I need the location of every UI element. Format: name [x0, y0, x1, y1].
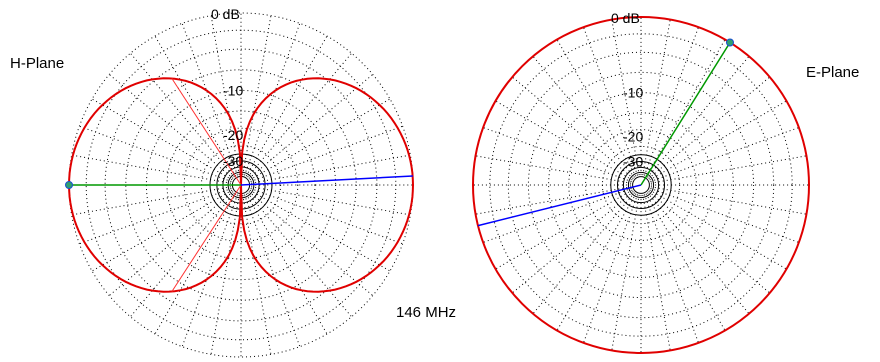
grid-spoke-110	[650, 187, 800, 243]
grid-spoke-70	[650, 127, 800, 183]
grid-spoke-10	[242, 15, 272, 175]
grid-spoke-30	[645, 39, 726, 177]
grid-spoke-80	[650, 155, 807, 184]
green-marker-line	[640, 42, 731, 186]
grid-spoke-350	[210, 15, 240, 175]
frequency-label: 146 MHz	[396, 304, 457, 321]
grid-spoke-100	[251, 186, 411, 216]
peak-marker-dot	[65, 181, 73, 189]
grid-spoke-250	[482, 187, 632, 243]
grid-spoke-280	[475, 155, 632, 184]
h-plane-title: H-Plane	[10, 55, 65, 72]
grid-spoke-140	[247, 192, 352, 318]
grid-spoke-70	[250, 125, 403, 182]
grid-spoke-260	[71, 186, 231, 216]
grid-spoke-290	[482, 127, 632, 183]
grid-spoke-80	[251, 154, 411, 184]
red-marker-line-1	[171, 184, 242, 292]
grid-ring-solid-2	[622, 166, 660, 204]
grid-spoke-240	[495, 189, 633, 270]
grid-spoke-110	[250, 188, 403, 245]
grid-spoke-260	[475, 186, 632, 215]
radial-tick-label-3: -30	[223, 153, 243, 169]
grid-spoke-190	[210, 195, 240, 355]
grid-ring-dotted-5	[568, 112, 714, 258]
radial-tick-label-2: -20	[623, 128, 643, 144]
grid-spoke-40	[247, 52, 352, 178]
grid-spoke-210	[154, 193, 237, 335]
grid-spoke-30	[245, 35, 328, 177]
grid-spoke-230	[511, 191, 634, 294]
grid-spoke-330	[154, 35, 237, 177]
e-plane-plot: 0 dB -10 -20 -30	[472, 10, 810, 354]
e-plane-title: E-Plane	[806, 64, 860, 81]
radial-tick-label-1: -10	[623, 85, 643, 101]
grid-spoke-20	[244, 23, 301, 176]
radial-tick-label-0: 0 dB	[211, 6, 240, 22]
grid-spoke-290	[79, 125, 232, 182]
grid-spoke-170	[242, 195, 272, 355]
grid-spoke-240	[91, 189, 233, 272]
grid-ring-dotted-2	[507, 51, 775, 319]
grid-ring-dotted-6	[585, 129, 697, 241]
grid-spoke-160	[643, 194, 699, 344]
grid-spoke-130	[648, 191, 771, 294]
grid-spoke-130	[248, 191, 374, 296]
h-plane-plot: 0 dB -10 -20 -30	[65, 6, 415, 358]
grid-spoke-190	[611, 194, 640, 351]
grid-spoke-100	[650, 186, 807, 215]
pattern-curve	[472, 16, 810, 354]
grid-spoke-170	[642, 194, 671, 351]
grid-spoke-200	[583, 194, 639, 344]
radial-tick-label-1: -10	[223, 82, 243, 98]
grid-spoke-310	[108, 74, 234, 179]
grid-spoke-280	[71, 154, 231, 184]
grid-ring-solid-4	[632, 176, 650, 194]
grid-spoke-120	[249, 189, 391, 272]
grid-spoke-300	[91, 98, 233, 181]
grid-spoke-230	[108, 191, 234, 296]
blue-marker-line	[240, 175, 413, 186]
grid-spoke-50	[248, 74, 374, 179]
grid-ring-dotted-1	[489, 33, 793, 337]
radial-tick-label-2: -20	[223, 127, 243, 143]
grid-spoke-150	[245, 193, 328, 335]
grid-spoke-220	[532, 192, 635, 315]
grid-spoke-60	[249, 98, 391, 181]
grid-spoke-160	[244, 194, 301, 347]
grid-spoke-140	[647, 192, 750, 315]
grid-ring-dotted-6	[183, 127, 299, 243]
red-marker-line-0	[171, 78, 242, 186]
grid-spoke-300	[495, 100, 633, 181]
grid-spoke-220	[130, 192, 235, 318]
grid-spoke-250	[79, 188, 232, 245]
grid-ring-dotted-4	[548, 92, 734, 278]
grid-ring-dotted-2	[104, 48, 378, 322]
grid-spoke-340	[181, 23, 238, 176]
grid-ring-solid-3	[627, 171, 655, 199]
grid-ring-solid-1	[617, 161, 665, 209]
blue-marker-line	[477, 184, 642, 227]
radial-tick-label-0: 0 dB	[611, 10, 640, 26]
grid-spoke-310	[511, 76, 634, 179]
grid-spoke-210	[556, 193, 637, 331]
grid-spoke-320	[130, 52, 235, 178]
peak-marker-dot	[726, 38, 734, 47]
grid-spoke-150	[645, 193, 726, 331]
grid-ring-dotted-3	[527, 71, 755, 299]
grid-spoke-20	[643, 26, 699, 176]
radial-tick-label-3: -30	[623, 153, 643, 169]
grid-spoke-40	[647, 55, 750, 178]
grid-spoke-120	[649, 189, 787, 270]
grid-spoke-10	[642, 19, 671, 176]
grid-spoke-200	[181, 194, 238, 347]
